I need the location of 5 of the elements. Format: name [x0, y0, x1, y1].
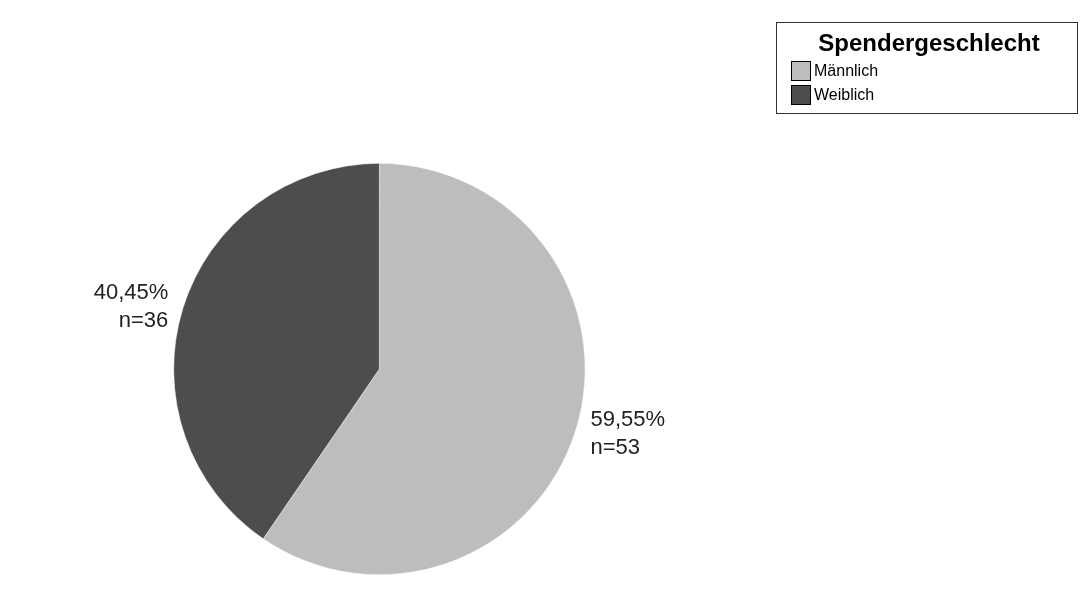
legend-title: Spendergeschlecht — [817, 29, 1041, 57]
data-label: 40,45% n=36 — [93, 278, 169, 332]
legend-label: Männlich — [814, 62, 879, 80]
data-label: 59,55% n=53 — [590, 406, 666, 460]
legend-label: Weiblich — [814, 86, 875, 104]
